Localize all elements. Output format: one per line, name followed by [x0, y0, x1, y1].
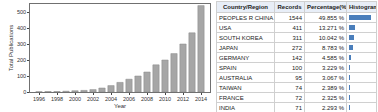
html-text:Country/Region: Country/Region: [223, 4, 268, 10]
svg-text:2014: 2014: [195, 96, 207, 102]
html-text:FRANCE: FRANCE: [219, 94, 244, 101]
html-text:AUSTRALIA: AUSTRALIA: [219, 74, 253, 81]
svg-text:1996: 1996: [33, 96, 45, 102]
html-text:JAPAN: JAPAN: [219, 44, 238, 51]
html-text:3.067 %: 3.067 %: [322, 74, 344, 81]
svg-text:Total Publications: Total Publications: [8, 25, 14, 72]
html-text:PEOPLES R CHINA: PEOPLES R CHINA: [219, 14, 274, 21]
svg-text:2010: 2010: [159, 96, 171, 102]
html-text:2.293 %: 2.293 %: [322, 104, 344, 111]
html-text:SPAIN: SPAIN: [219, 64, 237, 71]
html-text:3.229 %: 3.229 %: [322, 64, 344, 71]
html-text:74: 74: [295, 84, 302, 91]
html-text:2.325 %: 2.325 %: [322, 94, 344, 101]
html-text:72: 72: [295, 94, 302, 101]
html-text:272: 272: [292, 44, 302, 51]
html-text:311: 311: [292, 34, 302, 41]
html-text:GERMANY: GERMANY: [219, 54, 250, 61]
html-text:1544: 1544: [288, 14, 302, 21]
svg-text:2012: 2012: [177, 96, 189, 102]
svg-text:500: 500: [17, 9, 26, 15]
svg-text:0: 0: [23, 89, 26, 95]
html-text:10.042 %: 10.042 %: [318, 34, 344, 41]
html-text:49.855 %: 49.855 %: [318, 14, 344, 21]
html-text:100: 100: [292, 64, 302, 71]
svg-text:100: 100: [17, 73, 26, 79]
html-text:Records: Records: [277, 4, 302, 10]
html-text:TAIWAN: TAIWAN: [219, 84, 242, 91]
html-text:142: 142: [292, 54, 302, 61]
html-text:INDIA: INDIA: [219, 104, 235, 111]
svg-text:400: 400: [17, 25, 26, 31]
svg-text:1998: 1998: [51, 96, 63, 102]
html-text:95: 95: [295, 74, 302, 81]
svg-text:2006: 2006: [123, 96, 135, 102]
svg-text:2002: 2002: [87, 96, 99, 102]
html-text:SOUTH KOREA: SOUTH KOREA: [219, 34, 263, 41]
html-text:4.585 %: 4.585 %: [322, 54, 344, 61]
html-text:USA: USA: [219, 24, 232, 31]
svg-text:2000: 2000: [69, 96, 81, 102]
svg-text:2008: 2008: [141, 96, 153, 102]
html-text:411: 411: [292, 24, 302, 31]
html-text:2.389 %: 2.389 %: [322, 84, 344, 91]
svg-text:300: 300: [17, 41, 26, 47]
svg-text:2004: 2004: [105, 96, 117, 102]
html-text:13.271 %: 13.271 %: [318, 24, 344, 31]
html-text:8.783 %: 8.783 %: [322, 44, 344, 51]
svg-text:Year: Year: [114, 103, 126, 109]
html-text:71: 71: [295, 104, 302, 111]
svg-text:200: 200: [17, 57, 26, 63]
